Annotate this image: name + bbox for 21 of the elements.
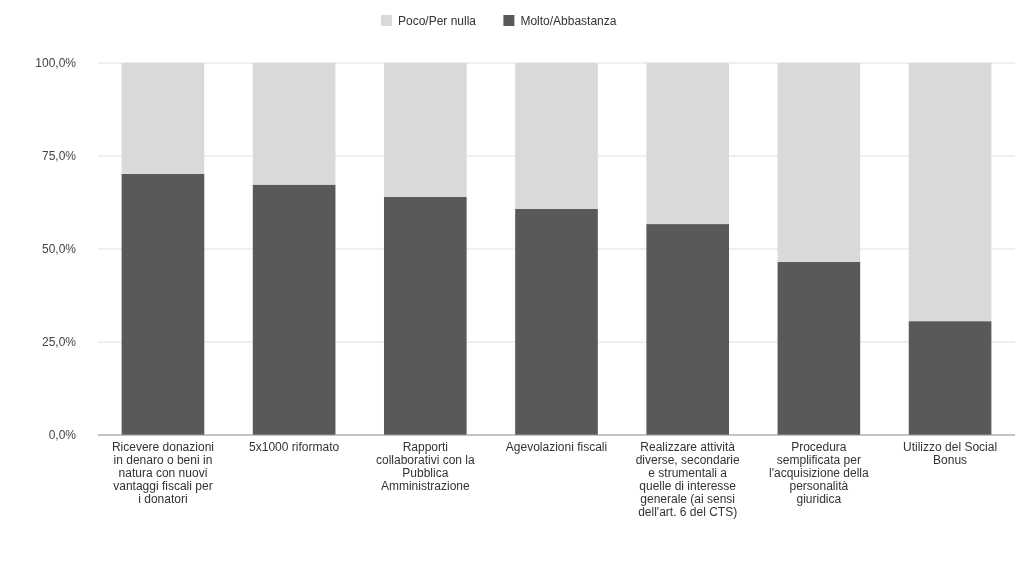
- bar: [383, 196, 467, 435]
- x-tick-label: Agevolazioni fiscali: [505, 440, 608, 454]
- x-tick-label: Realizzare attività diverse, secondarie e strumentali a quelle di interesse generale (ai sensi dell'art. 6 del CTS): [635, 440, 741, 519]
- y-tick-label: 75,0%: [41, 149, 77, 163]
- x-tick-label: Ricevere donazioni in denaro o beni in natura con nuovi vantaggi fiscali per i donatori: [111, 440, 214, 506]
- bar: [908, 321, 992, 435]
- y-tick-label: 25,0%: [41, 335, 77, 349]
- x-tick-label: Procedura semplificata per l'acquisizione della personalità giuridica: [769, 440, 870, 506]
- bar: [252, 184, 336, 435]
- x-tick-label: 5x1000 riformato: [249, 440, 340, 454]
- legend-label: Poco/Per nulla: [398, 14, 477, 28]
- bar: [646, 224, 730, 435]
- x-tick-label: Utilizzo del Social Bonus: [903, 440, 998, 467]
- bar: [515, 208, 598, 435]
- legend-label: Molto/Abbastanza: [520, 14, 617, 28]
- y-tick-label: 100,0%: [35, 56, 77, 70]
- y-tick-label: 50,0%: [41, 242, 77, 256]
- y-tick-label: 0,0%: [48, 428, 77, 442]
- x-tick-label: Rapporti collaborativi con la Pubblica Amministrazione: [375, 440, 475, 493]
- bar: [777, 262, 861, 435]
- bar: [121, 173, 205, 435]
